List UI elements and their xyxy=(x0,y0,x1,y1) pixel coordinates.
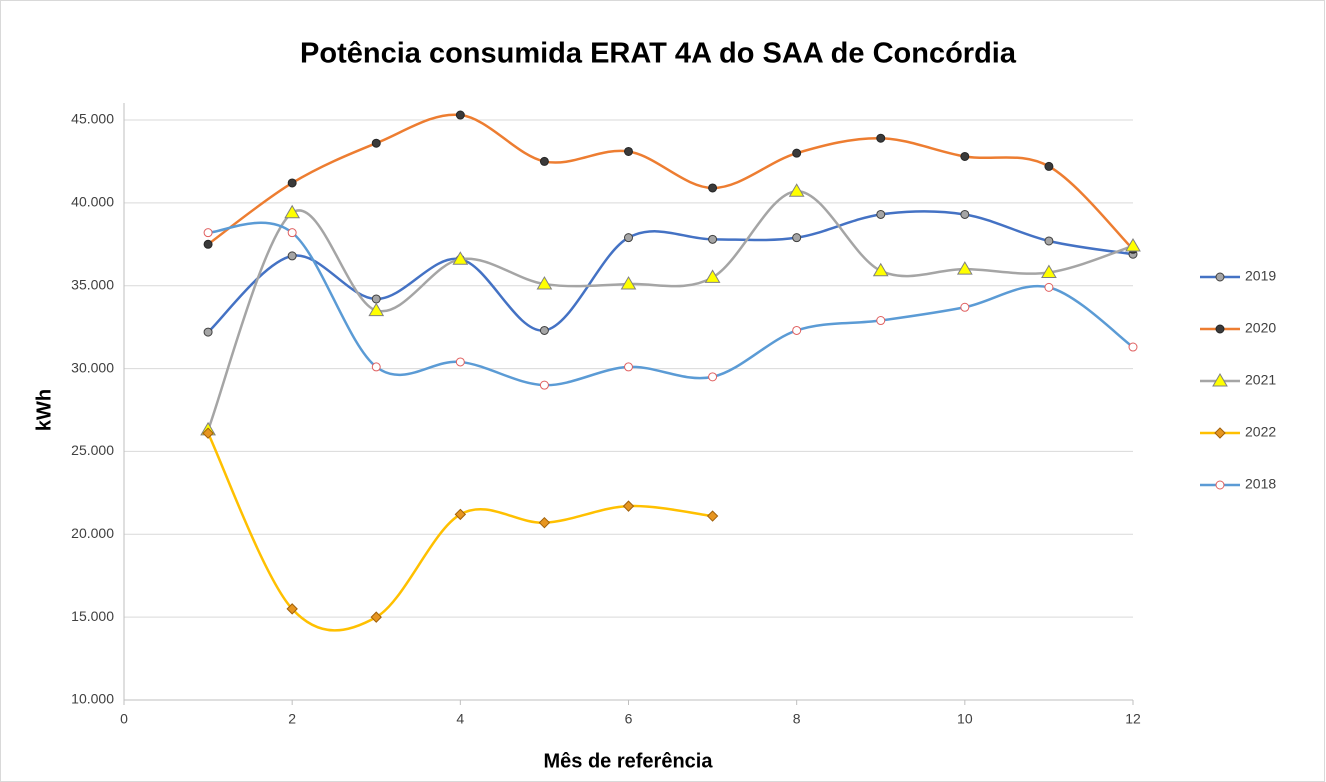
marker xyxy=(1214,427,1226,439)
marker xyxy=(876,316,886,326)
marker xyxy=(792,233,802,243)
marker xyxy=(708,234,718,244)
marker xyxy=(708,183,718,193)
x-axis-label: Mês de referência xyxy=(544,750,714,772)
series xyxy=(202,427,719,632)
series xyxy=(203,209,1138,337)
x-tick-label: 10 xyxy=(957,711,973,727)
marker xyxy=(455,110,465,120)
marker xyxy=(287,228,297,238)
marker xyxy=(1212,373,1228,387)
marker xyxy=(876,133,886,143)
y-tick-label: 40.000 xyxy=(71,194,114,210)
y-tick-label: 25.000 xyxy=(71,442,114,458)
marker xyxy=(284,204,301,219)
marker xyxy=(620,276,637,290)
legend-label: 2022 xyxy=(1245,424,1276,440)
marker xyxy=(287,251,297,261)
marker xyxy=(538,516,551,529)
marker xyxy=(1215,480,1225,490)
marker xyxy=(452,251,469,265)
marker xyxy=(368,302,385,317)
marker xyxy=(203,239,213,249)
marker xyxy=(876,209,886,219)
marker xyxy=(792,325,802,335)
marker xyxy=(455,357,465,367)
marker xyxy=(1215,324,1225,334)
series-line xyxy=(207,113,1134,251)
marker xyxy=(539,156,549,166)
legend-item: 2021 xyxy=(1200,372,1276,388)
marker xyxy=(454,508,467,521)
legend-item: 2018 xyxy=(1200,476,1276,492)
marker xyxy=(960,151,970,161)
marker xyxy=(960,302,970,312)
marker xyxy=(956,261,973,275)
legend-item: 2019 xyxy=(1200,268,1276,284)
y-tick-label: 20.000 xyxy=(71,525,114,541)
marker xyxy=(1044,282,1054,292)
x-tick-label: 0 xyxy=(120,711,128,727)
marker xyxy=(624,146,633,156)
y-axis-label: kWh xyxy=(33,389,55,431)
marker xyxy=(960,209,970,219)
marker xyxy=(286,603,298,615)
y-tick-label: 45.000 xyxy=(71,111,114,127)
marker xyxy=(708,372,718,382)
x-tick-label: 6 xyxy=(625,711,633,727)
x-tick-label: 2 xyxy=(288,711,296,727)
y-tick-label: 10.000 xyxy=(71,691,114,707)
marker xyxy=(536,276,553,290)
marker xyxy=(371,362,381,372)
legend-label: 2021 xyxy=(1245,372,1276,388)
marker xyxy=(370,611,382,623)
x-tick-label: 8 xyxy=(793,711,801,727)
marker xyxy=(622,500,635,512)
marker xyxy=(788,183,805,197)
marker xyxy=(1215,272,1225,282)
legend-label: 2019 xyxy=(1245,268,1276,284)
marker xyxy=(287,178,297,188)
marker xyxy=(1128,342,1138,352)
x-tick-label: 12 xyxy=(1125,711,1141,727)
series-line xyxy=(207,221,1134,387)
y-tick-label: 35.000 xyxy=(71,276,114,292)
marker xyxy=(1041,264,1057,278)
marker xyxy=(706,510,719,522)
legend-label: 2018 xyxy=(1245,476,1276,492)
legend-item: 2022 xyxy=(1200,424,1276,440)
series xyxy=(203,221,1138,390)
chart-title: Potência consumida ERAT 4A do SAA de Con… xyxy=(300,38,1017,70)
marker xyxy=(1044,161,1054,171)
marker xyxy=(203,327,213,337)
legend-item: 2020 xyxy=(1200,320,1276,336)
y-tick-label: 15.000 xyxy=(71,608,114,624)
marker xyxy=(203,228,213,238)
series xyxy=(203,110,1138,254)
marker xyxy=(371,138,381,148)
legend-label: 2020 xyxy=(1245,320,1276,336)
marker xyxy=(371,294,381,304)
marker xyxy=(539,380,549,390)
marker xyxy=(704,269,721,283)
marker xyxy=(872,262,889,277)
marker xyxy=(1125,237,1141,252)
marker xyxy=(624,233,633,243)
y-tick-label: 30.000 xyxy=(71,359,114,375)
marker xyxy=(1044,236,1054,246)
marker xyxy=(792,148,802,158)
marker xyxy=(539,325,549,335)
marker xyxy=(624,362,633,372)
x-tick-label: 4 xyxy=(456,711,464,727)
marker xyxy=(202,427,214,439)
series xyxy=(200,183,1141,436)
